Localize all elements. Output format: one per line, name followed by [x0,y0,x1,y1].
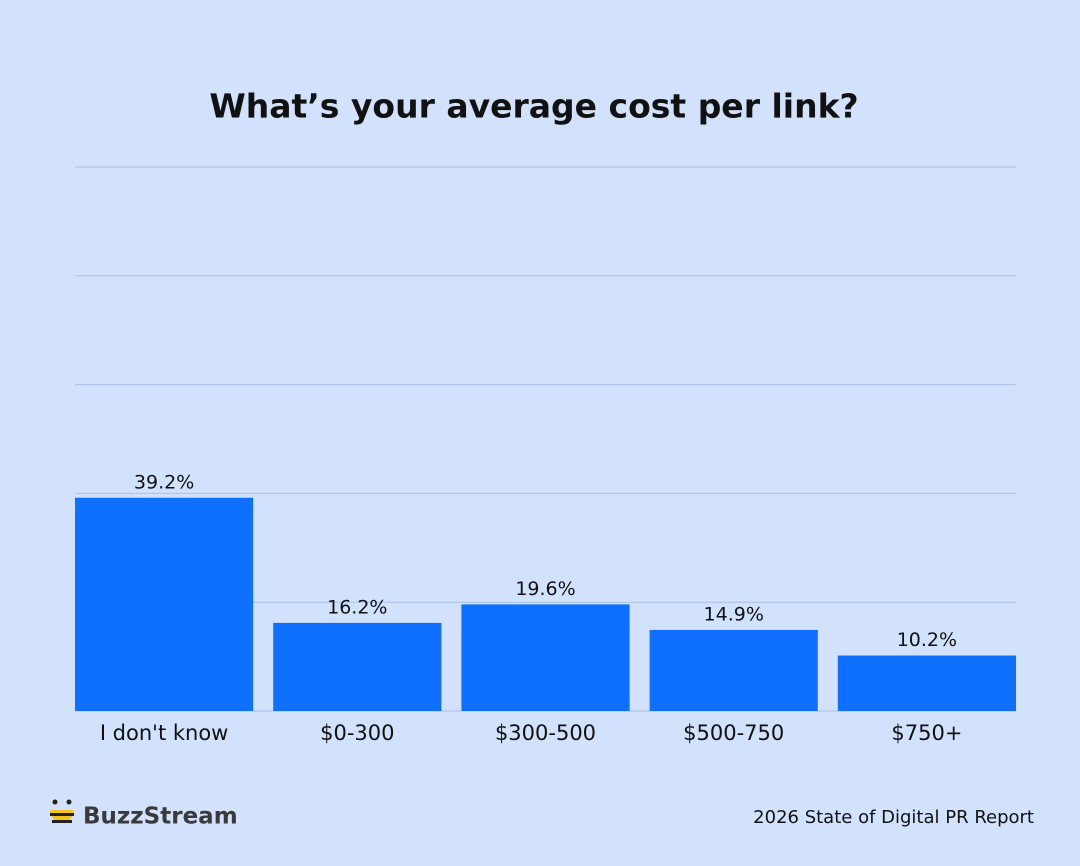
brand-name: BuzzStream [83,804,238,830]
value-label: 39.2% [134,471,194,493]
value-label: 19.6% [515,578,575,600]
logo [50,799,74,823]
value-label: 14.9% [704,603,764,625]
value-label: 16.2% [327,596,387,618]
x-tick-label: I don't know [100,721,229,745]
bar [649,629,818,711]
bar [273,622,442,711]
x-tick-label: $300-500 [495,721,596,745]
x-tick-label: $0-300 [320,721,394,745]
bar [837,655,1016,711]
bar [461,604,630,711]
chart-title: What’s your average cost per link? [209,87,858,126]
x-tick-label: $500-750 [683,721,784,745]
bar [75,497,254,711]
source-note: 2026 State of Digital PR Report [753,807,1034,828]
x-tick-label: $750+ [891,721,962,745]
value-label: 10.2% [897,629,957,651]
